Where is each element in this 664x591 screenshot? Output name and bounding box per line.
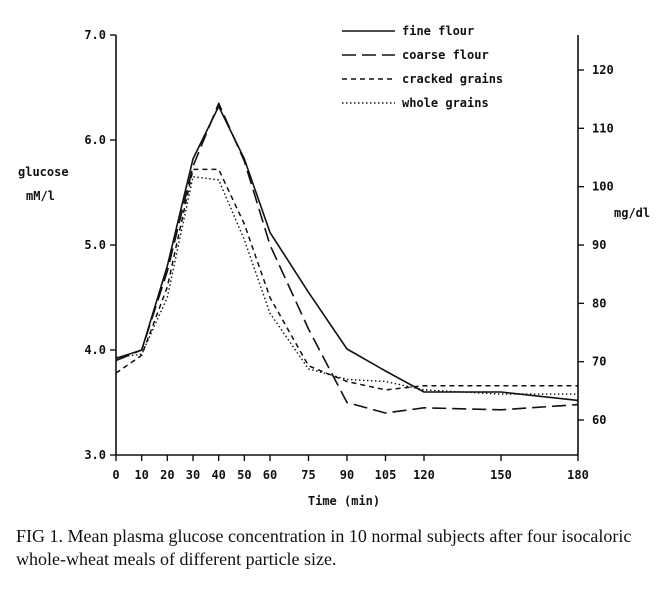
x-tick-label: 50: [237, 468, 251, 482]
y-tick-label-right: 120: [592, 63, 614, 77]
legend-label: coarse flour: [402, 48, 489, 62]
chart-axes: 3.0 4.0 5.0 6.0 7.0 60 70 80 90 100 110 120 0 10 20 30 4…: [84, 28, 613, 482]
x-tick-label: 60: [263, 468, 277, 482]
y-axis-label-left-line2: mM/l: [26, 189, 55, 203]
axis-labels: glucose mM/l mg/dl Time (min): [18, 165, 650, 508]
series-line-cracked-grains: [115, 168, 578, 391]
y-tick-label-left: 3.0: [84, 448, 106, 462]
x-tick-label: 75: [301, 468, 315, 482]
legend-label: cracked grains: [402, 72, 503, 86]
legend-label: whole grains: [402, 96, 489, 110]
x-tick-label: 120: [413, 468, 435, 482]
x-tick-label: 150: [490, 468, 512, 482]
x-tick-label: 90: [340, 468, 354, 482]
y-tick-label-right: 60: [592, 413, 606, 427]
x-tick-label: 0: [112, 468, 119, 482]
figure-caption: FIG 1. Mean plasma glucose concentration…: [16, 526, 632, 569]
y-tick-label-right: 90: [592, 238, 606, 252]
y-tick-label-left: 5.0: [84, 238, 106, 252]
y-axis-label-left-line1: glucose: [18, 165, 69, 179]
x-tick-label: 40: [211, 468, 225, 482]
y-tick-label-right: 70: [592, 355, 606, 369]
y-tick-label-left: 7.0: [84, 28, 106, 42]
x-tick-label: 105: [375, 468, 397, 482]
x-axis-label: Time (min): [308, 494, 380, 508]
y-tick-label-right: 100: [592, 180, 614, 194]
series-lines: [115, 102, 579, 414]
y-tick-label-right: 80: [592, 296, 606, 310]
series-line-fine-flour: [115, 105, 579, 402]
y-tick-label-right: 110: [592, 121, 614, 135]
y-axis-label-right: mg/dl: [614, 206, 650, 220]
x-tick-label: 10: [134, 468, 148, 482]
x-tick-label: 20: [160, 468, 174, 482]
legend-label: fine flour: [402, 24, 474, 38]
series-line-coarse-flour: [115, 102, 579, 414]
series-line-whole-grains: [115, 175, 578, 395]
x-tick-label: 180: [567, 468, 589, 482]
y-tick-label-left: 4.0: [84, 343, 106, 357]
y-tick-label-left: 6.0: [84, 133, 106, 147]
chart-legend: fine flour coarse flour cracked grains whol…: [342, 24, 503, 110]
glucose-line-chart: 3.0 4.0 5.0 6.0 7.0 60 70 80 90 100 110 120 0 10 20 30 4…: [18, 24, 650, 508]
x-tick-label: 30: [186, 468, 200, 482]
